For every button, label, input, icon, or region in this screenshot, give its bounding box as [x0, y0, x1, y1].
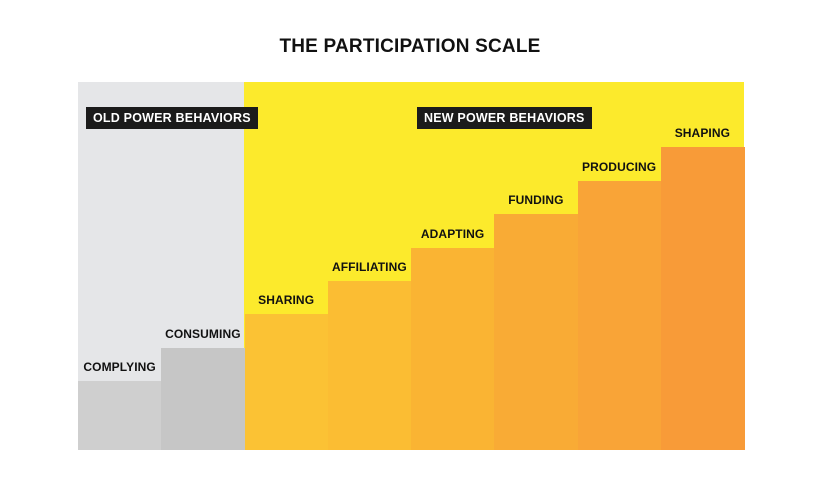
- page-title: THE PARTICIPATION SCALE: [279, 36, 541, 57]
- step-consuming: [161, 347, 245, 450]
- step-label-consuming: CONSUMING: [165, 326, 241, 341]
- old-power-label: OLD POWER BEHAVIORS: [86, 107, 258, 129]
- step-producing: [577, 180, 662, 450]
- step-sharing: [244, 314, 329, 450]
- step-adapting: [411, 247, 495, 450]
- step-label-complying: COMPLYING: [83, 360, 156, 375]
- step-label-shaping: SHAPING: [674, 126, 731, 141]
- step-label-sharing: SHARING: [258, 293, 315, 308]
- step-label-producing: PRODUCING: [582, 159, 657, 174]
- step-label-affiliating: AFFILIATING: [331, 259, 407, 274]
- step-complying: [78, 381, 162, 450]
- participation-scale-diagram: OLD POWER BEHAVIORS NEW POWER BEHAVIORS …: [78, 82, 745, 450]
- new-power-label: NEW POWER BEHAVIORS: [417, 107, 592, 129]
- step-funding: [494, 214, 578, 450]
- step-shaping: [660, 147, 745, 450]
- step-label-funding: FUNDING: [508, 193, 564, 208]
- step-affiliating: [327, 280, 412, 450]
- step-label-adapting: ADAPTING: [420, 226, 485, 241]
